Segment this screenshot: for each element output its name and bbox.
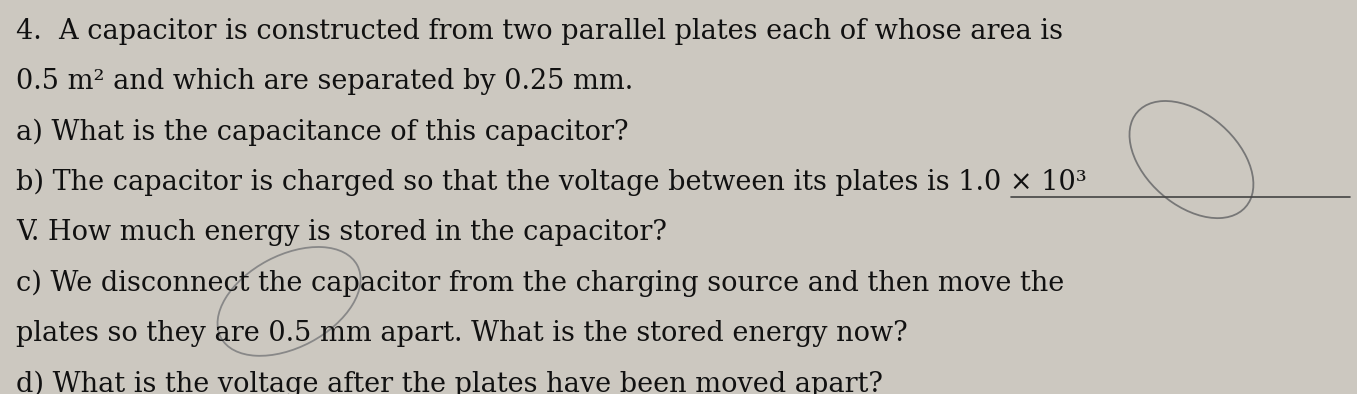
Text: V. How much energy is stored in the capacitor?: V. How much energy is stored in the capa…	[16, 219, 668, 247]
Text: 4.  A capacitor is constructed from two parallel plates each of whose area is: 4. A capacitor is constructed from two p…	[16, 18, 1064, 45]
Text: c) We disconnect the capacitor from the charging source and then move the: c) We disconnect the capacitor from the …	[16, 270, 1064, 297]
Text: 0.5 m² and which are separated by 0.25 mm.: 0.5 m² and which are separated by 0.25 m…	[16, 68, 634, 95]
Text: a) What is the capacitance of this capacitor?: a) What is the capacitance of this capac…	[16, 119, 628, 146]
Text: b) The capacitor is charged so that the voltage between its plates is 1.0 × 10³: b) The capacitor is charged so that the …	[16, 169, 1087, 196]
Text: plates so they are 0.5 mm apart. What is the stored energy now?: plates so they are 0.5 mm apart. What is…	[16, 320, 908, 348]
Text: d) What is the voltage after the plates have been moved apart?: d) What is the voltage after the plates …	[16, 371, 883, 394]
